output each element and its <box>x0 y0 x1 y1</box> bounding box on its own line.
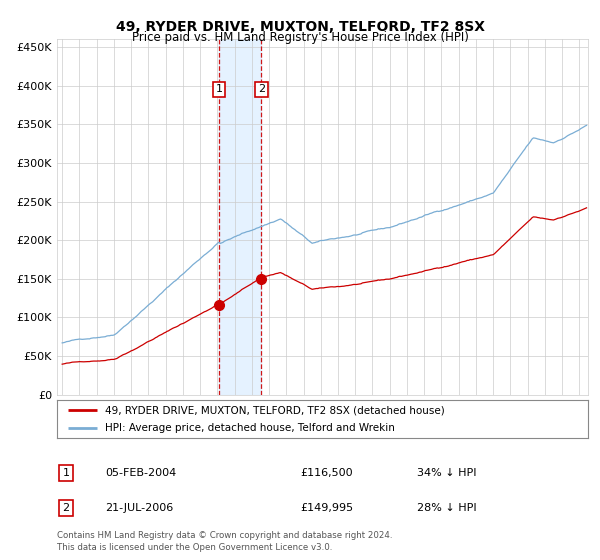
Text: £116,500: £116,500 <box>300 468 353 478</box>
Text: Contains HM Land Registry data © Crown copyright and database right 2024.
This d: Contains HM Land Registry data © Crown c… <box>57 531 392 552</box>
Text: 34% ↓ HPI: 34% ↓ HPI <box>417 468 476 478</box>
Bar <box>219 39 261 395</box>
Text: 28% ↓ HPI: 28% ↓ HPI <box>417 503 476 513</box>
Text: HPI: Average price, detached house, Telford and Wrekin: HPI: Average price, detached house, Telf… <box>105 423 395 433</box>
Text: £149,995: £149,995 <box>300 503 353 513</box>
Text: Price paid vs. HM Land Registry's House Price Index (HPI): Price paid vs. HM Land Registry's House … <box>131 31 469 44</box>
Text: 1: 1 <box>62 468 70 478</box>
Text: 21-JUL-2006: 21-JUL-2006 <box>105 503 173 513</box>
Text: 05-FEB-2004: 05-FEB-2004 <box>105 468 176 478</box>
Text: 49, RYDER DRIVE, MUXTON, TELFORD, TF2 8SX: 49, RYDER DRIVE, MUXTON, TELFORD, TF2 8S… <box>115 20 485 34</box>
Text: 2: 2 <box>62 503 70 513</box>
Text: 49, RYDER DRIVE, MUXTON, TELFORD, TF2 8SX (detached house): 49, RYDER DRIVE, MUXTON, TELFORD, TF2 8S… <box>105 405 445 415</box>
Text: 1: 1 <box>215 85 223 95</box>
Text: 2: 2 <box>258 85 265 95</box>
